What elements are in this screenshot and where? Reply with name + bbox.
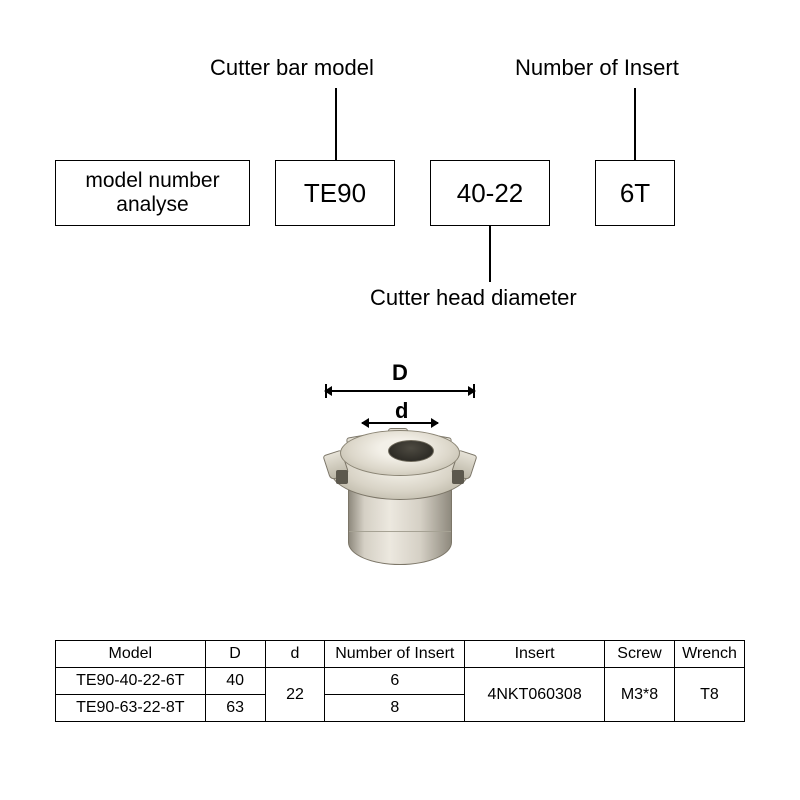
th-model: Model [56,641,206,668]
dim-D-tick-left [325,384,327,398]
label-cutter-bar-model: Cutter bar model [210,55,374,81]
box-model-number-analyse: model number analyse [55,160,250,226]
th-d: d [265,641,325,668]
th-insert: Insert [465,641,605,668]
td-num: 6 [325,668,465,695]
table-header-row: Model D d Number of Insert Insert Screw … [56,641,745,668]
box-6t: 6T [595,160,675,226]
label-cutter-head-diameter: Cutter head diameter [370,285,577,311]
th-wrench: Wrench [674,641,744,668]
label-number-of-insert: Number of Insert [515,55,679,81]
th-num: Number of Insert [325,641,465,668]
cutter-pocket [452,470,464,484]
td-D: 63 [205,695,265,722]
cutter-pocket [336,470,348,484]
box-40-22: 40-22 [430,160,550,226]
td-num: 8 [325,695,465,722]
cutter-body [330,430,470,565]
dim-d-label: d [395,398,408,424]
dim-D-label: D [392,360,408,386]
td-model: TE90-40-22-6T [56,668,206,695]
td-d: 22 [265,668,325,722]
connector-cutter-bar [335,88,337,160]
table-row: TE90-40-22-6T 40 22 6 4NKT060308 M3*8 T8 [56,668,745,695]
cutter-bore [388,440,434,462]
dim-D-tick-right [473,384,475,398]
td-D: 40 [205,668,265,695]
box-te90: TE90 [275,160,395,226]
spec-table: Model D d Number of Insert Insert Screw … [55,640,745,722]
dim-d-arrow [362,422,438,424]
dim-D-arrow [325,390,475,392]
cutter-shank [348,490,452,565]
cutter-illustration: D d [300,360,500,580]
cutter-head-top [340,430,460,476]
th-screw: Screw [605,641,675,668]
th-D: D [205,641,265,668]
td-screw: M3*8 [605,668,675,722]
td-wrench: T8 [674,668,744,722]
connector-num-insert [634,88,636,160]
td-insert: 4NKT060308 [465,668,605,722]
connector-cutter-head-dia [489,226,491,282]
td-model: TE90-63-22-8T [56,695,206,722]
